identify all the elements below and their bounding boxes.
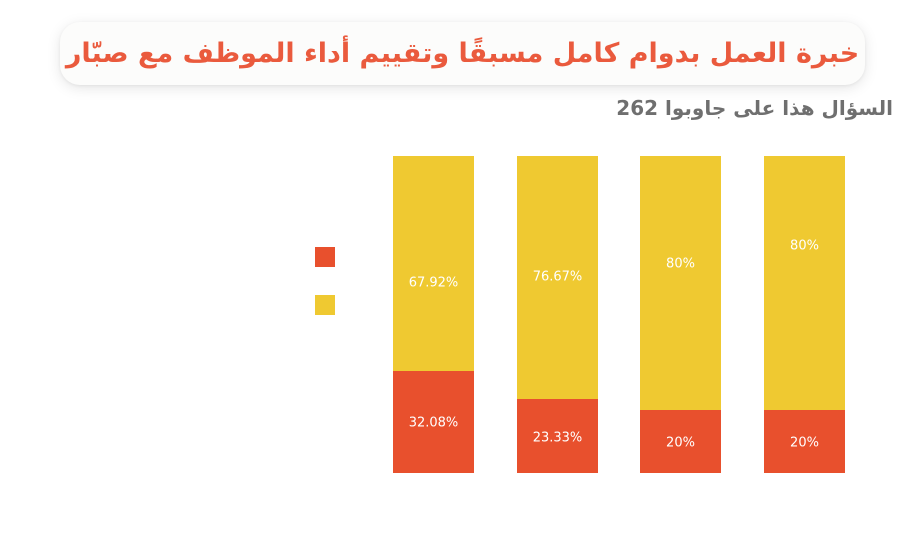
bar-4: 80% 20% — [764, 156, 845, 473]
bar-1-segment-orange — [393, 371, 474, 473]
bar-4-segment-orange — [764, 409, 845, 473]
chart-legend — [315, 247, 335, 315]
bar-1: 67.92% 32.08% — [393, 156, 474, 473]
question-title: خبرة العمل بدوام كامل مسبقًا وتقييم أداء… — [65, 38, 860, 69]
respondents-count-text: 262 ‎جاوبوا ‎على ‎هذا ‎السؤال — [616, 96, 893, 120]
bar-2-segment-orange — [517, 399, 598, 473]
bar-2-segment-yellow — [517, 156, 598, 400]
bar-2: 76.67% 23.33% — [517, 156, 598, 473]
question-title-card: خبرة العمل بدوام كامل مسبقًا وتقييم أداء… — [60, 22, 865, 85]
bar-3-segment-orange — [640, 409, 721, 473]
orange-series-swatch — [315, 247, 335, 267]
bar-3-segment-yellow — [640, 156, 721, 410]
bar-1-segment-yellow — [393, 156, 474, 372]
yellow-series-swatch — [315, 295, 335, 315]
bar-4-segment-yellow — [764, 156, 845, 410]
bar-3: 80% 20% — [640, 156, 721, 473]
